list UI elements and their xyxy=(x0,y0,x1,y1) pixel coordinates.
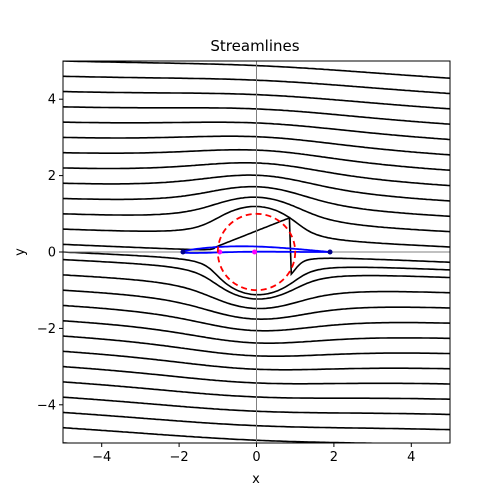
x-axis-title: x xyxy=(252,472,260,487)
x-tick-label: −2 xyxy=(170,450,189,465)
inner-point-1 xyxy=(252,249,258,255)
y-tick-label: 2 xyxy=(48,169,56,184)
dashed-circle xyxy=(216,212,297,292)
x-tick-label: −4 xyxy=(92,450,111,465)
axis-ticks: −4 −2 0 2 4 −4 −2 0 2 4 xyxy=(37,93,416,465)
y-tick-label: 4 xyxy=(48,93,56,108)
unit-circle xyxy=(216,212,297,292)
x-tick-label: 0 xyxy=(252,450,260,465)
x-tick-label: 2 xyxy=(330,450,338,465)
x-tick-label: 4 xyxy=(407,450,415,465)
y-tick-label: 0 xyxy=(48,246,56,261)
leading-edge-point xyxy=(180,249,186,255)
y-tick-label: −2 xyxy=(37,322,56,337)
y-tick-label: −4 xyxy=(37,398,56,413)
chart-title: Streamlines xyxy=(210,37,299,55)
airfoil-upper-surface xyxy=(182,245,331,253)
plot-area xyxy=(63,61,450,443)
trailing-edge-point xyxy=(327,249,333,255)
y-axis-title: y xyxy=(13,248,28,256)
